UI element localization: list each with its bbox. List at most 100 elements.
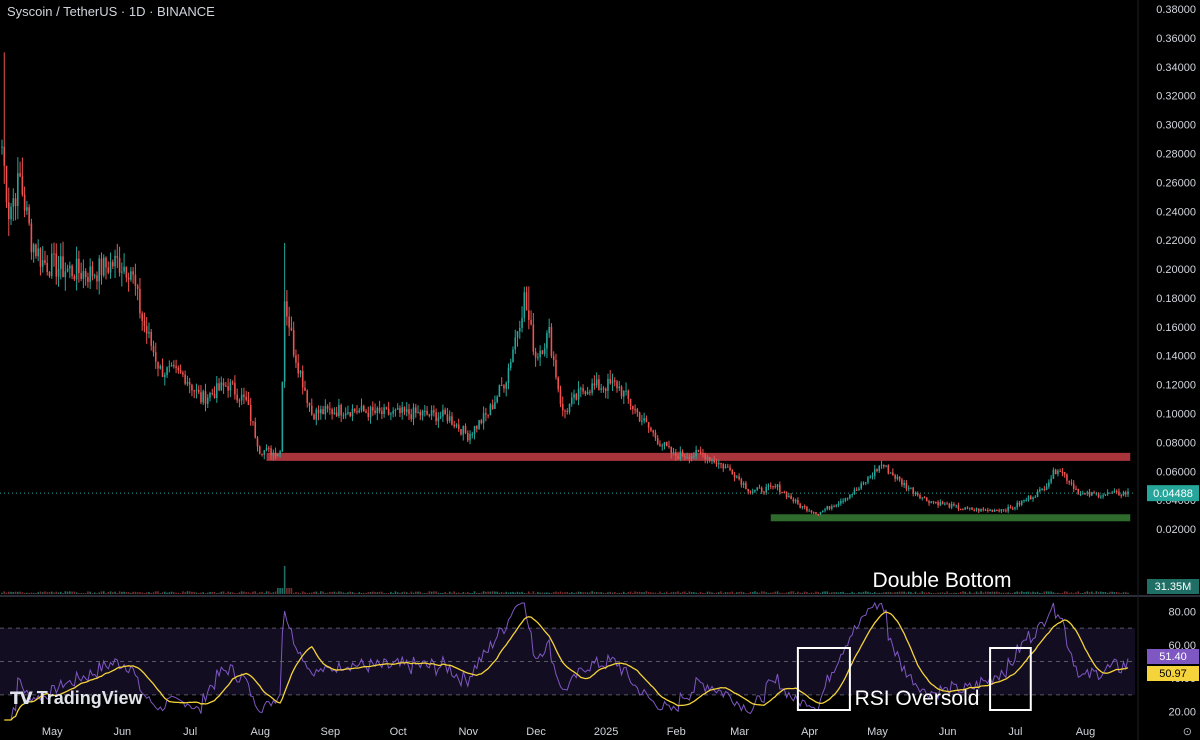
candle-body bbox=[315, 409, 318, 420]
volume-bar bbox=[1014, 592, 1016, 594]
candle-body bbox=[799, 503, 801, 508]
double-bottom-annotation: Double Bottom bbox=[873, 569, 1012, 592]
volume-bar bbox=[713, 592, 716, 594]
candle-body bbox=[114, 255, 116, 267]
volume-bar bbox=[760, 591, 763, 594]
candle-body bbox=[471, 434, 474, 436]
candle-body bbox=[919, 495, 921, 499]
volume-bar bbox=[448, 591, 451, 594]
candle-body bbox=[598, 379, 600, 390]
volume-bar bbox=[1088, 592, 1091, 594]
volume-bar bbox=[803, 591, 806, 594]
candle-body bbox=[779, 484, 781, 493]
volume-bar bbox=[1113, 592, 1116, 594]
volume-bar bbox=[258, 592, 261, 594]
candle-body bbox=[939, 502, 942, 506]
candle-body bbox=[815, 512, 817, 515]
candle-body bbox=[699, 451, 702, 454]
candle-body bbox=[1061, 471, 1064, 473]
volume-bar bbox=[403, 591, 406, 594]
volume-bar bbox=[26, 592, 28, 594]
candle-body bbox=[512, 349, 514, 363]
volume-bar bbox=[1002, 592, 1005, 594]
volume-bar bbox=[1059, 593, 1061, 594]
volume-bar bbox=[772, 592, 774, 594]
candle-body bbox=[473, 426, 476, 435]
volume-bar bbox=[980, 591, 982, 594]
candle-body bbox=[247, 399, 250, 405]
volume-bar bbox=[1061, 592, 1064, 594]
candle-body bbox=[652, 430, 654, 433]
price-axis-tick-label: 0.24000 bbox=[1156, 206, 1196, 218]
volume-bar bbox=[1120, 592, 1123, 594]
candle-body bbox=[417, 411, 419, 414]
volume-bar bbox=[487, 591, 489, 594]
candle-body bbox=[197, 389, 200, 393]
volume-bar bbox=[476, 592, 478, 594]
volume-bar bbox=[914, 591, 917, 594]
volume-bar bbox=[774, 591, 777, 594]
volume-bar bbox=[193, 591, 195, 594]
volume-bar bbox=[439, 592, 442, 594]
volume-bar bbox=[107, 592, 110, 594]
candle-body bbox=[797, 499, 799, 504]
candle-body bbox=[670, 446, 673, 454]
volume-bar bbox=[892, 592, 894, 594]
candle-body bbox=[286, 301, 288, 317]
volume-bar bbox=[211, 591, 214, 594]
candle-body bbox=[973, 509, 976, 511]
volume-bar bbox=[598, 592, 600, 594]
candle-body bbox=[971, 507, 973, 510]
volume-bar bbox=[240, 591, 243, 594]
candle-body bbox=[632, 406, 634, 410]
volume-bar bbox=[161, 592, 164, 594]
volume-bar bbox=[711, 592, 713, 594]
volume-bar bbox=[365, 592, 367, 594]
volume-bar bbox=[351, 592, 354, 594]
settings-gear-icon[interactable]: ⊙ bbox=[1182, 726, 1192, 738]
candle-body bbox=[546, 333, 548, 349]
volume-bar bbox=[424, 593, 426, 594]
candle-body bbox=[892, 472, 894, 476]
volume-bar bbox=[123, 591, 125, 594]
volume-bar bbox=[727, 592, 729, 594]
volume-bar bbox=[923, 592, 926, 594]
candle-body bbox=[846, 498, 849, 500]
volume-bar bbox=[41, 592, 44, 594]
candle-body bbox=[349, 412, 351, 417]
volume-bar bbox=[991, 591, 994, 594]
candle-body bbox=[460, 429, 462, 435]
candle-body bbox=[758, 487, 761, 489]
candle-body bbox=[369, 407, 372, 418]
candle-body bbox=[218, 383, 220, 391]
price-axis-tick-label: 0.38000 bbox=[1156, 4, 1196, 16]
candle-body bbox=[154, 352, 157, 362]
volume-bar bbox=[993, 591, 996, 594]
volume-bar bbox=[152, 592, 155, 594]
volume-bar bbox=[96, 593, 98, 594]
candle-body bbox=[78, 258, 80, 273]
candle-body bbox=[727, 466, 729, 468]
volume-bar bbox=[202, 592, 205, 594]
volume-bar bbox=[344, 592, 347, 594]
rsi-pane bbox=[0, 601, 1135, 721]
volume-bar bbox=[295, 592, 297, 594]
price-axis-tick-label: 0.34000 bbox=[1156, 62, 1196, 74]
tradingview-logo[interactable]: 𝗧𝗩 TradingView bbox=[10, 688, 142, 709]
candle-body bbox=[647, 422, 650, 428]
price-axis-tick-label: 0.08000 bbox=[1156, 437, 1196, 449]
candle-body bbox=[654, 432, 657, 438]
volume-bar bbox=[177, 592, 180, 594]
candle-body bbox=[982, 508, 985, 510]
candle-body bbox=[935, 502, 937, 504]
candle-body bbox=[788, 495, 790, 498]
candle-body bbox=[412, 407, 415, 420]
volume-bar bbox=[80, 592, 82, 594]
volume-bar bbox=[937, 592, 939, 594]
volume-bar bbox=[1106, 592, 1109, 594]
volume-bar bbox=[408, 593, 410, 594]
candle-body bbox=[1027, 496, 1030, 501]
time-axis-tick-label: Feb bbox=[667, 726, 686, 738]
volume-bar bbox=[182, 591, 184, 594]
